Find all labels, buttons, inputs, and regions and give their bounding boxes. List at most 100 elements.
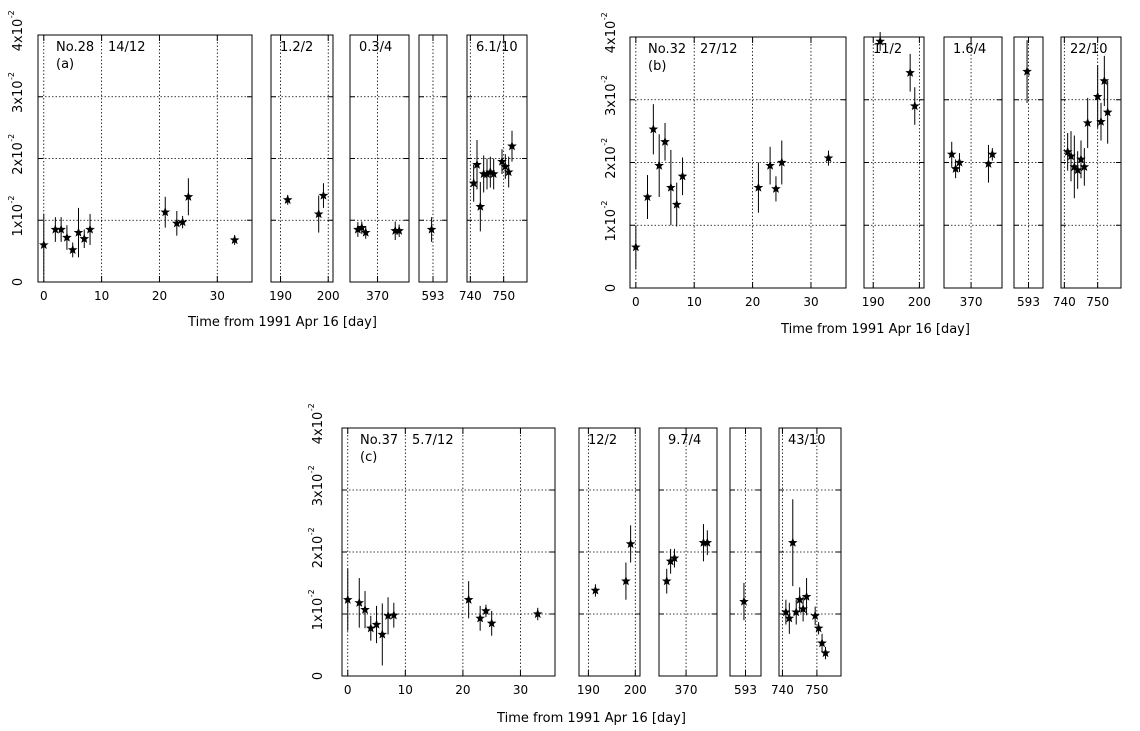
x-axis-label: Time from 1991 Apr 16 [day] [496, 711, 686, 726]
data-point [1079, 161, 1090, 171]
x-tick-label: 190 [862, 295, 885, 309]
data-point [426, 224, 437, 234]
data-point [677, 171, 688, 181]
data-point [654, 160, 664, 170]
data-point [621, 576, 631, 586]
data-point [177, 217, 188, 227]
data-point [784, 613, 795, 623]
data-point [631, 242, 641, 252]
y-tick-exponent: -2 [7, 72, 16, 80]
data-point [313, 209, 324, 219]
y-tick-exponent: -2 [307, 589, 316, 597]
y-tick-label: 0 [604, 284, 619, 292]
y-tick-exponent: -2 [600, 200, 609, 208]
data-point [354, 597, 365, 607]
y-tick-exponent: -2 [600, 75, 609, 83]
x-tick-label: 10 [398, 683, 413, 697]
x-tick-label: 190 [577, 683, 600, 697]
data-point [1092, 91, 1103, 101]
data-point [318, 190, 329, 200]
data-point [56, 224, 66, 234]
y-tick-exponent: -2 [600, 138, 609, 146]
data-point [661, 576, 672, 586]
data-point [342, 594, 353, 604]
data-point [954, 157, 965, 167]
x-tick-label: 750 [805, 683, 828, 697]
data-point [481, 605, 491, 615]
x-tick-label: 30 [210, 289, 225, 303]
x-tick-label: 0 [344, 683, 352, 697]
data-point [389, 610, 399, 620]
data-point [282, 194, 293, 204]
y-tick-label: 2x10 [604, 146, 619, 179]
x-tick-label: 190 [269, 289, 292, 303]
data-point [776, 157, 787, 167]
x-tick-label: 740 [459, 289, 482, 303]
source-id: No.37 [360, 433, 398, 448]
x-axis-label: Time from 1991 Apr 16 [day] [187, 315, 377, 330]
data-point [360, 227, 371, 237]
data-point [503, 167, 514, 177]
x-tick-label: 0 [632, 295, 640, 309]
data-point [666, 182, 676, 192]
data-point [817, 638, 827, 648]
data-point [823, 153, 834, 163]
segment-label: 43/10 [788, 433, 825, 448]
data-point [787, 537, 798, 547]
data-point [73, 227, 84, 237]
data-point [160, 207, 171, 217]
source-id: No.32 [648, 42, 686, 57]
data-point [983, 158, 994, 168]
x-tick-label: 370 [960, 295, 983, 309]
data-point [590, 585, 601, 595]
y-tick-exponent: -2 [600, 12, 609, 20]
data-point [1102, 107, 1113, 117]
data-point [753, 182, 764, 192]
data-point [183, 191, 194, 201]
x-tick-label: 370 [366, 289, 389, 303]
data-point [909, 100, 920, 111]
segment-frame [1060, 36, 1122, 289]
y-tick-label: 3x10 [11, 80, 26, 113]
x-tick-label: 30 [513, 683, 528, 697]
segment-label: 5.7/12 [412, 433, 454, 448]
data-point [625, 538, 636, 549]
data-point [946, 149, 957, 159]
data-point [987, 149, 998, 159]
y-tick-label: 3x10 [604, 83, 619, 116]
y-tick-exponent: -2 [307, 465, 316, 473]
data-point [472, 159, 482, 169]
y-tick-label: 4x10 [11, 19, 26, 52]
y-tick-label: 1x10 [311, 598, 326, 631]
x-tick-label: 20 [152, 289, 167, 303]
data-point [875, 36, 885, 46]
segment-label: 6.1/10 [476, 40, 518, 55]
data-point [671, 199, 682, 209]
panel-letter: (b) [648, 59, 666, 74]
x-tick-label: 30 [803, 295, 818, 309]
segment-label: 14/12 [108, 40, 145, 55]
y-tick-exponent: -2 [307, 527, 316, 535]
y-tick-label: 2x10 [311, 536, 326, 569]
data-point [371, 619, 382, 629]
data-point [669, 553, 680, 563]
data-point [1096, 116, 1106, 126]
x-tick-label: 200 [908, 295, 931, 309]
panel-letter: (a) [56, 57, 74, 72]
data-point [67, 244, 78, 254]
data-point [360, 604, 370, 614]
data-point [813, 623, 824, 633]
segment-frame [863, 36, 925, 289]
data-point [765, 160, 775, 170]
y-tick-label: 4x10 [311, 412, 326, 445]
x-tick-label: 20 [455, 683, 470, 697]
y-tick-exponent: -2 [7, 134, 16, 142]
data-point [1099, 75, 1110, 85]
segment-label: 12/2 [588, 433, 617, 448]
data-point [739, 596, 749, 606]
y-tick-label: 4x10 [604, 21, 619, 54]
segment-label: 0.3/4 [359, 40, 392, 55]
data-point [801, 591, 812, 601]
x-axis-label: Time from 1991 Apr 16 [day] [780, 322, 970, 337]
data-point [38, 239, 49, 250]
